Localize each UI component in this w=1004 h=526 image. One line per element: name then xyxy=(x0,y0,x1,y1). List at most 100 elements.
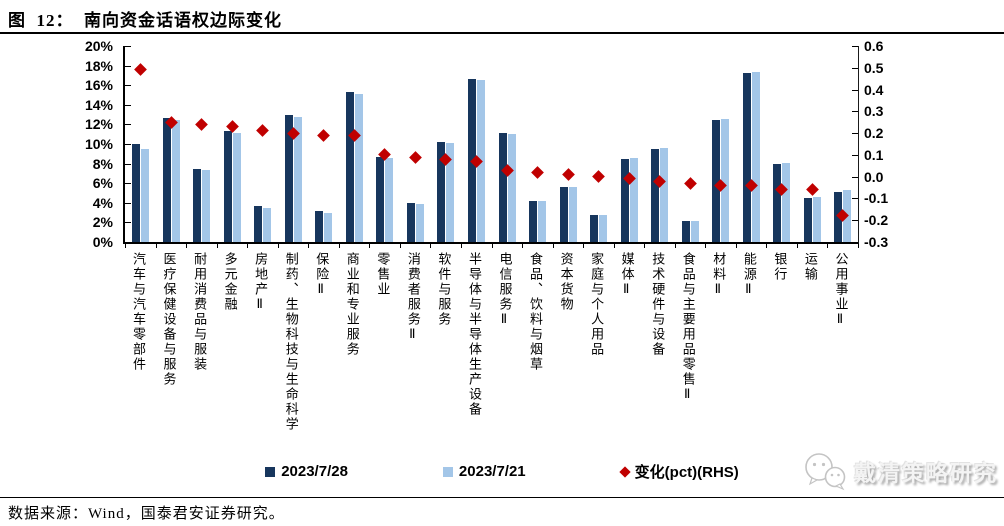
y-axis-label-left: 12% xyxy=(84,116,113,133)
y-axis-label-right: 0.3 xyxy=(864,103,884,120)
x-category-label: 房地产Ⅱ xyxy=(253,252,269,314)
x-axis-tick xyxy=(858,244,859,248)
change-diamond xyxy=(592,170,605,184)
legend-label: 变化(pct)(RHS) xyxy=(634,464,739,481)
y-axis-tick xyxy=(852,67,858,69)
x-category-label: 银行 xyxy=(772,252,788,282)
x-axis-tick xyxy=(308,244,310,248)
bar-2023-7-28 xyxy=(223,131,232,242)
x-axis-tick xyxy=(216,244,218,248)
change-diamond xyxy=(317,128,331,142)
bottom-divider xyxy=(0,497,1004,498)
x-axis-tick xyxy=(705,244,707,248)
y-axis-tick xyxy=(125,85,131,87)
x-category-label: 制药、生物科技与生命科学 xyxy=(283,252,299,432)
y-axis-tick xyxy=(125,202,131,204)
plot-area xyxy=(123,46,859,248)
y-axis-tick xyxy=(125,183,131,185)
x-axis-tick xyxy=(796,244,798,248)
bar-2023-7-21 xyxy=(690,221,699,242)
wechat-logo-icon xyxy=(805,453,846,491)
y-axis-label-left: 10% xyxy=(84,136,113,152)
bar-2023-7-21 xyxy=(782,162,791,242)
y-axis-label-left: 2% xyxy=(92,214,113,231)
y-axis-label-right: 0.4 xyxy=(864,81,884,98)
x-category-label: 运输 xyxy=(802,252,818,282)
bar-2023-7-21 xyxy=(629,157,638,242)
y-axis-label-left: 6% xyxy=(92,175,113,192)
y-axis-tick xyxy=(125,222,131,224)
bar-2023-7-28 xyxy=(345,92,354,242)
legend-item: 2023/7/28 xyxy=(265,461,348,482)
y-axis-tick xyxy=(852,89,858,91)
bar-2023-7-28 xyxy=(651,148,660,242)
bar-2023-7-28 xyxy=(803,197,812,242)
x-axis-tick xyxy=(766,244,768,248)
y-axis-label-left: 14% xyxy=(84,96,113,113)
bar-2023-7-21 xyxy=(385,157,394,242)
x-category-label: 资本货物 xyxy=(558,252,574,312)
y-axis-label-left: 18% xyxy=(84,57,113,74)
bar-2023-7-21 xyxy=(171,119,180,242)
y-axis-tick xyxy=(125,104,131,106)
change-diamond xyxy=(531,165,544,179)
y-axis-label-right: -0.2 xyxy=(864,212,889,229)
x-axis-tick xyxy=(735,244,737,248)
x-category-label: 半导体与半导体生产设备 xyxy=(466,252,482,417)
watermark: 戴清策略研究 xyxy=(802,452,998,492)
y-axis-label-left: 4% xyxy=(92,194,113,211)
x-category-label: 家庭与个人用品 xyxy=(589,252,605,357)
bar-2023-7-28 xyxy=(559,187,568,242)
x-axis-tick xyxy=(583,244,585,248)
bar-2023-7-21 xyxy=(232,133,241,242)
x-category-label: 公用事业Ⅱ xyxy=(833,252,849,329)
legend-diamond-marker xyxy=(618,465,631,478)
x-category-label: 医疗保健设备与服务 xyxy=(161,252,177,387)
y-axis-label-left: 16% xyxy=(84,77,113,94)
y-axis-tick xyxy=(125,144,131,145)
bar-2023-7-21 xyxy=(751,72,760,242)
legend-item: 变化(pct)(RHS) xyxy=(618,461,739,482)
bar-2023-7-21 xyxy=(202,170,211,242)
bar-2023-7-28 xyxy=(193,168,202,242)
y-axis-label-right: 0.1 xyxy=(864,146,884,163)
change-diamond xyxy=(561,168,575,181)
y-axis-label-right: 0.5 xyxy=(864,59,884,76)
x-axis-tick xyxy=(186,244,188,248)
x-category-label: 食品与主要用品零售Ⅱ xyxy=(680,252,696,404)
bar-2023-7-21 xyxy=(599,214,608,242)
bar-2023-7-21 xyxy=(293,116,302,242)
bar-2023-7-21 xyxy=(415,203,424,242)
bar-2023-7-28 xyxy=(529,200,538,242)
x-axis-tick xyxy=(369,244,371,248)
x-category-label: 技术硬件与设备 xyxy=(650,252,666,357)
x-category-label: 商业和专业服务 xyxy=(344,252,360,357)
y-axis-tick xyxy=(852,111,858,113)
bar-2023-7-28 xyxy=(590,214,599,242)
x-axis-tick xyxy=(674,244,676,248)
bar-2023-7-21 xyxy=(538,200,547,242)
change-diamond xyxy=(134,63,147,77)
x-category-label: 电信服务Ⅱ xyxy=(497,252,513,329)
x-axis-tick xyxy=(125,244,126,248)
legend-item: 2023/7/21 xyxy=(442,461,526,482)
change-diamond xyxy=(806,183,819,197)
y-axis-label-left: 20% xyxy=(84,38,113,54)
bar-2023-7-28 xyxy=(620,158,629,242)
x-axis-tick xyxy=(827,244,829,248)
x-axis-tick xyxy=(338,244,340,248)
x-category-label: 材料Ⅱ xyxy=(711,252,727,299)
bar-2023-7-21 xyxy=(263,207,272,242)
x-axis-tick xyxy=(644,244,646,248)
source-note: 数据来源：Wind，国泰君安证券研究。 xyxy=(8,506,285,522)
bar-2023-7-28 xyxy=(132,144,140,242)
x-category-label: 食品、饮料与烟草 xyxy=(528,252,544,372)
x-axis-tick xyxy=(247,244,249,248)
bar-2023-7-21 xyxy=(507,134,516,242)
y-axis-tick xyxy=(852,198,858,200)
bar-2023-7-28 xyxy=(498,133,507,242)
x-axis-tick xyxy=(522,244,524,248)
x-axis-tick xyxy=(613,244,615,248)
y-axis-label-right: 0.6 xyxy=(864,38,884,54)
